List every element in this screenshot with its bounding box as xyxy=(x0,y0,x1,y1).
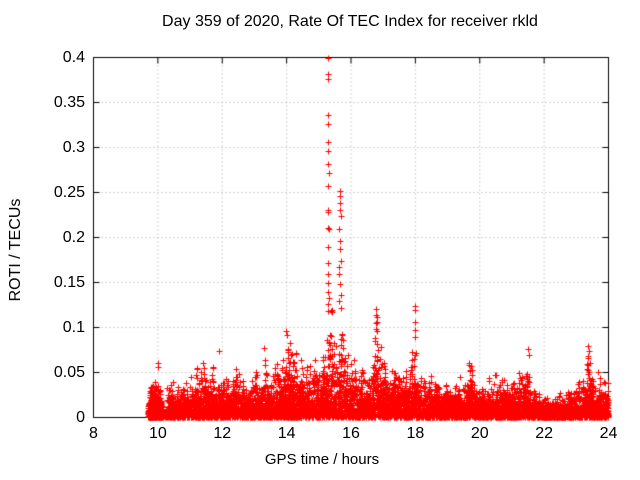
x-tick-label: 22 xyxy=(535,425,554,442)
y-tick-label: 0.35 xyxy=(53,93,85,111)
x-tick-label: 20 xyxy=(470,425,489,442)
y-tick-label: 0.3 xyxy=(62,138,85,156)
y-tick-label: 0 xyxy=(76,408,85,426)
x-tick-label: 8 xyxy=(89,425,98,442)
x-tick-label: 24 xyxy=(599,425,618,442)
x-tick-label: 10 xyxy=(148,425,167,442)
x-tick-label: 18 xyxy=(406,425,425,442)
x-tick-label: 14 xyxy=(277,425,296,442)
x-tick-label: 12 xyxy=(213,425,232,442)
y-tick-label: 0.15 xyxy=(53,273,85,291)
y-tick-label: 0.2 xyxy=(62,228,85,246)
y-tick-label: 0.4 xyxy=(62,48,85,66)
chart-title: Day 359 of 2020, Rate Of TEC Index for r… xyxy=(162,13,538,30)
y-tick-label: 0.1 xyxy=(62,318,85,336)
x-axis-label: GPS time / hours xyxy=(264,451,380,468)
x-tick-label: 16 xyxy=(342,425,360,442)
y-tick-label: 0.25 xyxy=(53,183,85,201)
y-tick-label: 0.05 xyxy=(53,363,85,381)
